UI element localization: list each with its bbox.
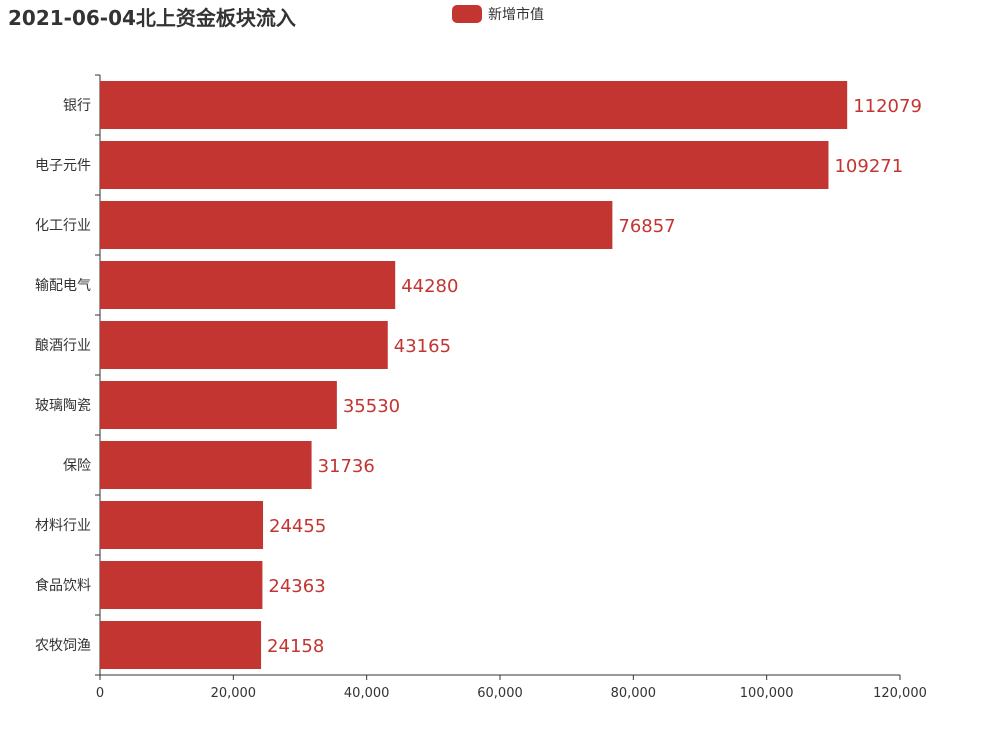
bar-value-label: 24455: [269, 516, 326, 537]
bar: [100, 261, 396, 309]
bar: [100, 501, 264, 549]
y-category-label: 化工行业: [35, 218, 91, 234]
x-tick-label: 20,000: [211, 686, 257, 701]
x-tick-label: 40,000: [344, 686, 390, 701]
bar: [100, 441, 312, 489]
bar-value-label: 24363: [268, 576, 325, 597]
bar-value-label: 43165: [394, 336, 451, 357]
y-category-label: 玻璃陶瓷: [35, 397, 91, 414]
x-tick-label: 60,000: [477, 686, 523, 701]
bar: [100, 201, 613, 249]
bar: [100, 561, 263, 609]
y-category-label: 保险: [63, 458, 91, 474]
bar-value-label: 31736: [318, 456, 375, 477]
y-category-label: 农牧饲渔: [35, 638, 91, 654]
y-category-label: 银行: [63, 98, 91, 114]
bar-value-label: 35530: [343, 396, 400, 417]
x-tick-label: 0: [96, 686, 104, 701]
bar-value-label: 109271: [834, 156, 903, 177]
y-category-label: 材料行业: [35, 518, 91, 534]
bar-value-label: 24158: [267, 636, 324, 657]
x-tick-label: 120,000: [873, 686, 927, 701]
y-category-label: 食品饮料: [35, 577, 91, 594]
x-tick-label: 100,000: [740, 686, 794, 701]
x-tick-label: 80,000: [611, 686, 657, 701]
bar: [100, 81, 848, 129]
bar: [100, 621, 262, 669]
legend-label: 新增市值: [488, 7, 544, 23]
legend-swatch: [452, 5, 482, 23]
bar-value-label: 44280: [401, 276, 458, 297]
bar: [100, 381, 337, 429]
y-category-label: 酿酒行业: [35, 338, 91, 354]
legend[interactable]: 新增市值: [452, 4, 544, 24]
y-category-label: 电子元件: [35, 158, 91, 174]
bar: [100, 321, 388, 369]
bar-value-label: 112079: [853, 96, 922, 117]
y-category-label: 输配电气: [35, 278, 91, 294]
bar: [100, 141, 829, 189]
chart-title: 2021-06-04北上资金板块流入: [8, 6, 296, 30]
bar-value-label: 76857: [618, 216, 675, 237]
